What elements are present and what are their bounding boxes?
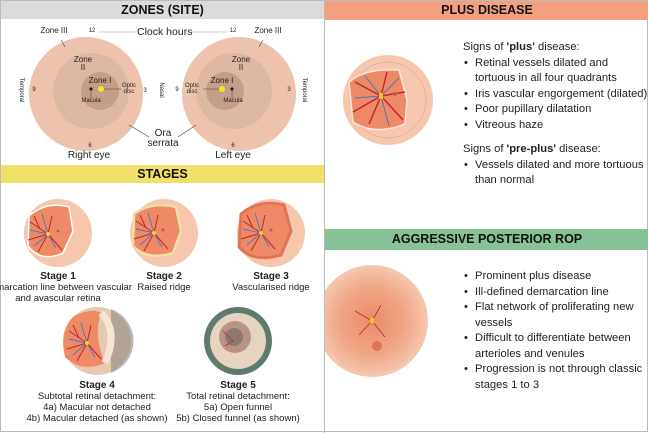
stage-5a: 5a) Open funnel bbox=[203, 402, 273, 413]
macula-dot bbox=[89, 87, 93, 91]
aprop-header: AGGRESSIVE POSTERIOR ROP bbox=[325, 229, 648, 250]
pre-plus-item: Vessels dilated and more tortuous than n… bbox=[463, 158, 648, 189]
plus-sign-item: Vitreous haze bbox=[463, 118, 648, 134]
stages-header: STAGES bbox=[1, 165, 324, 183]
plus-sign-item: Retinal vessels dilated and tortuous in … bbox=[463, 56, 648, 87]
left-eye-label: Left eye bbox=[215, 150, 251, 161]
stage-2-desc: Raised ridge bbox=[137, 282, 191, 293]
optic-disc-label-left: Optic disc bbox=[184, 83, 199, 95]
stage-1-eye bbox=[24, 199, 92, 267]
plus-sign-item: Poor pupillary dilatation bbox=[463, 102, 648, 118]
stage-5-caption: Stage 5 Total retinal detachment: 5a) Open… bbox=[163, 380, 313, 424]
stage-3-desc: Vascularised ridge bbox=[232, 282, 310, 293]
plus-disease-eye bbox=[343, 55, 433, 145]
optic-disc-dot bbox=[98, 86, 104, 92]
stage-5-desc: Total retinal detachment: bbox=[186, 391, 290, 402]
zone-2-label-left: Zone II bbox=[231, 55, 251, 72]
stage-1-desc: Demarcation line between vascular and av… bbox=[0, 282, 132, 304]
stage-5b: 5b) Closed funnel (as shown) bbox=[176, 413, 300, 424]
macula-dot bbox=[230, 87, 234, 91]
right-eye-diagram bbox=[29, 37, 150, 151]
stage-3-eye bbox=[237, 199, 305, 267]
stage-4a: 4a) Macular not detached bbox=[43, 402, 151, 413]
plus-disease-header: PLUS DISEASE bbox=[325, 1, 648, 20]
aprop-item: Prominent plus disease bbox=[463, 269, 648, 285]
right-eye-label: Right eye bbox=[67, 150, 111, 161]
stage-5-eye bbox=[204, 307, 272, 375]
zone-3-label-right: Zone III bbox=[40, 26, 68, 35]
stage-4-caption: Stage 4 Subtotal retinal detachment: 4a) M… bbox=[22, 380, 172, 424]
stage-4b: 4b) Macular detached (as shown) bbox=[26, 413, 168, 424]
zone-1-label-right: Zone I bbox=[88, 76, 112, 85]
aprop-item: Progression is not through classic stage… bbox=[463, 362, 648, 393]
stage-1-caption: Stage 1Demarcation line between vascular… bbox=[0, 271, 133, 304]
aprop-item: Flat network of proliferating new vessel… bbox=[463, 300, 648, 331]
zones-header: ZONES (SITE) bbox=[1, 1, 324, 19]
macula-label-left: Macula bbox=[223, 98, 243, 104]
zone-1-region bbox=[206, 72, 244, 110]
stage-2-title: Stage 2 bbox=[146, 271, 182, 282]
optic-disc-dot bbox=[219, 86, 225, 92]
stage-3-title: Stage 3 bbox=[253, 271, 289, 282]
column-divider bbox=[324, 1, 325, 433]
macula-label-right: Macula bbox=[81, 98, 101, 104]
aprop-item: Difficult to differentiate between arter… bbox=[463, 331, 648, 362]
pre-plus-heading: Signs of 'pre-plus' disease: bbox=[463, 143, 601, 155]
left-eye-diagram bbox=[177, 37, 296, 151]
stage-4-eye bbox=[63, 307, 134, 375]
plus-sign-item: Iris vascular engorgement (dilated) bbox=[463, 87, 648, 103]
plus-signs-heading: Signs of 'plus' disease: bbox=[463, 41, 580, 53]
stage-2-eye bbox=[130, 199, 198, 267]
stage-1-title: Stage 1 bbox=[40, 271, 76, 282]
plus-signs: Signs of 'plus' disease: Retinal vessels… bbox=[463, 40, 648, 189]
clock-12-right: 12 bbox=[88, 28, 96, 34]
ora-serrata-label: Ora serrata bbox=[147, 128, 179, 149]
aprop-signs: Prominent plus disease Ill-defined demar… bbox=[463, 269, 648, 393]
aprop-eye bbox=[325, 265, 428, 377]
stage-illustrations bbox=[24, 199, 305, 375]
clock-6-right: 6 bbox=[88, 143, 92, 149]
stage-5-title: Stage 5 bbox=[220, 380, 256, 391]
clock-9-left: 9 bbox=[175, 87, 179, 93]
clock-12-left: 12 bbox=[229, 28, 237, 34]
zone-1-label-left: Zone I bbox=[210, 76, 234, 85]
clock-6-left: 6 bbox=[231, 143, 235, 149]
stage-4-desc: Subtotal retinal detachment: bbox=[37, 391, 157, 402]
aprop-item: Ill-defined demarcation line bbox=[463, 285, 648, 301]
stage-2-caption: Stage 2 Raised ridge bbox=[89, 271, 239, 293]
zone-2-label-right: Zone II bbox=[73, 55, 93, 72]
clock-3-right: 3 bbox=[143, 88, 147, 94]
stage-3-caption: Stage 3 Vascularised ridge bbox=[196, 271, 346, 293]
zone-3-label-left: Zone III bbox=[254, 26, 282, 35]
clock-hours-label: Clock hours bbox=[137, 26, 193, 38]
stage-4-title: Stage 4 bbox=[79, 380, 115, 391]
optic-disc-label-right: Optic disc bbox=[121, 83, 136, 95]
clock-9-right: 9 bbox=[32, 87, 36, 93]
clock-3-left: 3 bbox=[287, 87, 291, 93]
zones-diagram bbox=[29, 31, 296, 151]
